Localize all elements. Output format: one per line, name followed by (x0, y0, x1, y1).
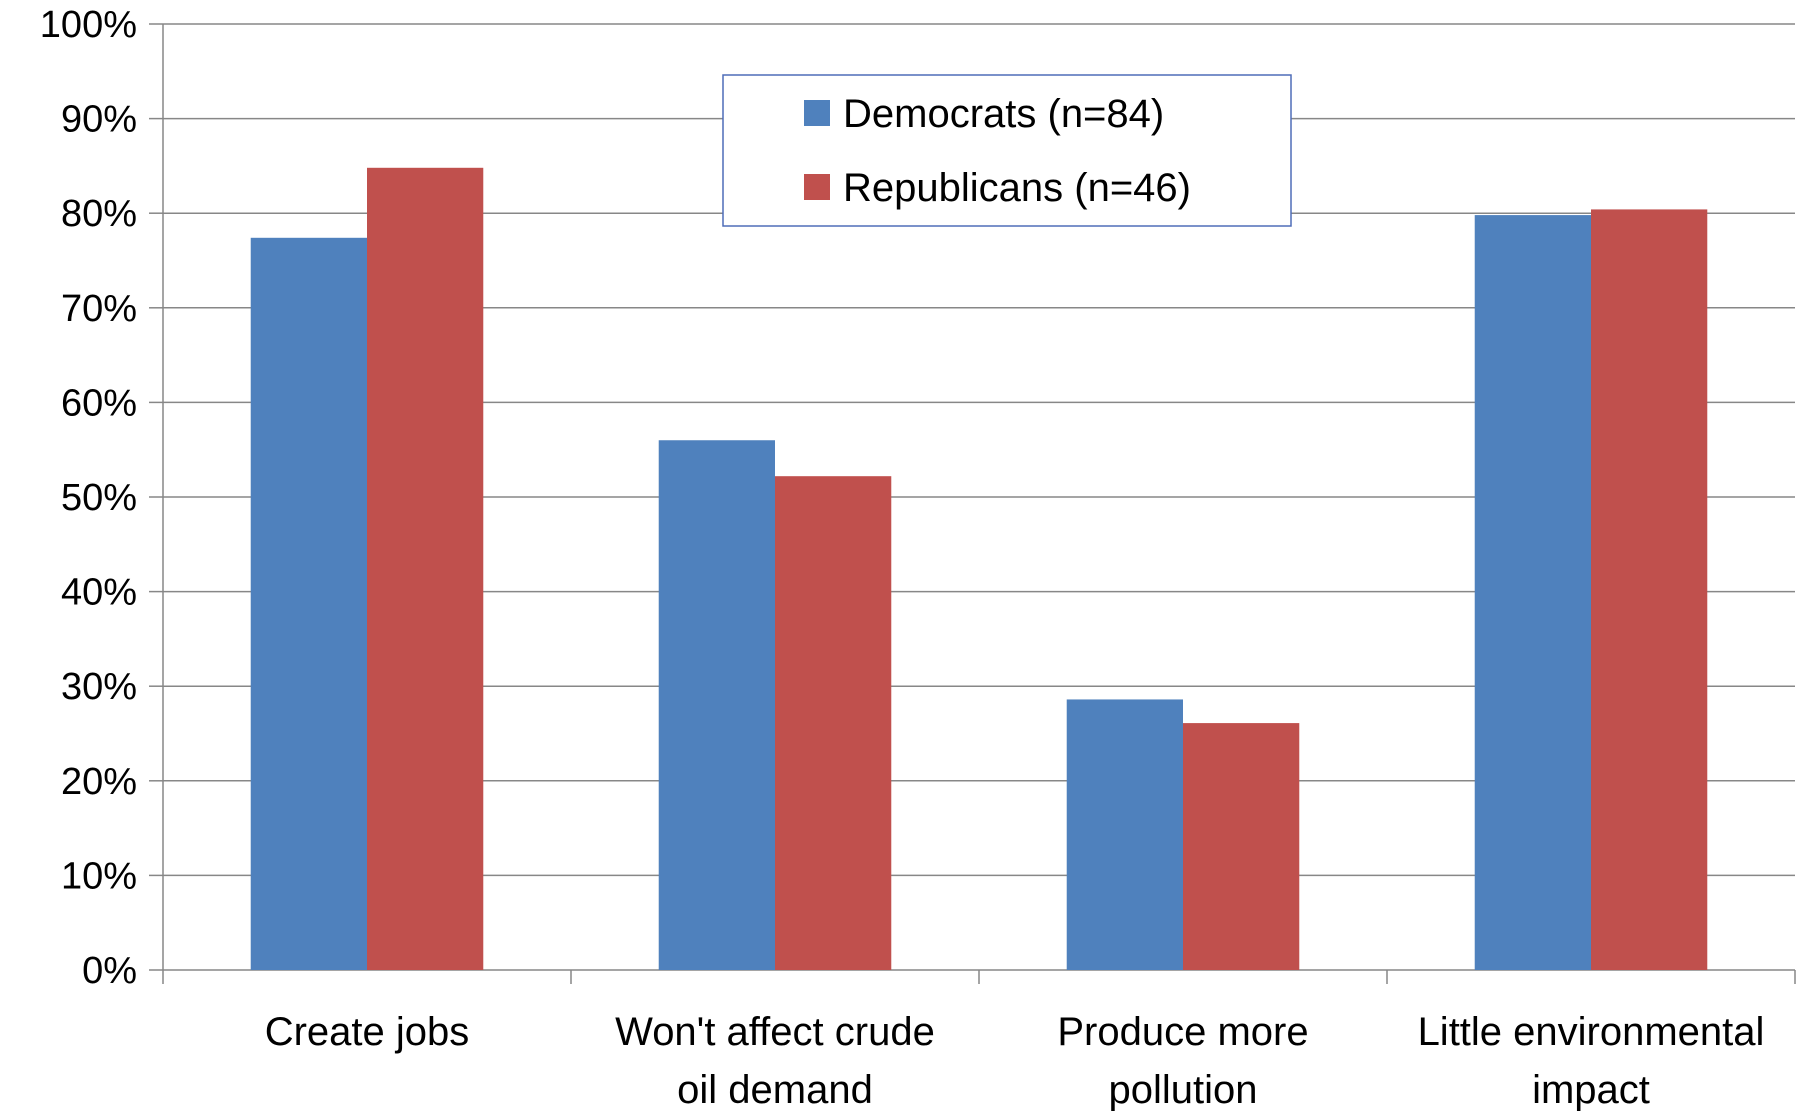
legend: Democrats (n=84) Republicans (n=46) (722, 74, 1292, 227)
y-tick-labels: 0% 10% 20% 30% 40% 50% 60% 70% 80% 90% 100% (40, 4, 137, 992)
y-tick-label: 0% (82, 950, 137, 992)
x-category-label: Create jobs (265, 1010, 470, 1054)
y-tick-label: 80% (61, 193, 137, 235)
x-category-label: Produce more pollution (1057, 1010, 1308, 1111)
y-tick-label: 40% (61, 572, 137, 614)
bar-republicans (775, 476, 892, 970)
bar-republicans (1183, 723, 1300, 970)
legend-label: Republicans (n=46) (843, 166, 1191, 210)
y-tick-label: 90% (61, 99, 137, 141)
y-tick-label: 50% (61, 477, 137, 519)
y-tick-label: 10% (61, 855, 137, 897)
x-category-label: Little environmental impact (1418, 1010, 1765, 1111)
x-category-label: Won't affect crude oil demand (615, 1010, 935, 1111)
bar-democrats (250, 237, 367, 970)
legend-swatch (804, 174, 830, 200)
legend-label: Democrats (n=84) (843, 92, 1164, 136)
y-tick-label: 100% (40, 4, 137, 46)
y-tick-label: 70% (61, 288, 137, 330)
x-category-labels: Create jobs Won't affect crude oil demand P… (265, 1010, 1765, 1111)
bar-democrats (658, 440, 775, 970)
bar-republicans (1591, 209, 1708, 970)
y-tick-label: 60% (61, 382, 137, 424)
y-tick-label: 30% (61, 666, 137, 708)
y-tick-label: 20% (61, 761, 137, 803)
legend-swatch (804, 100, 830, 126)
bar-republicans (367, 167, 484, 971)
bars (250, 167, 1708, 971)
bar-democrats (1066, 699, 1183, 970)
bar-democrats (1474, 215, 1591, 971)
